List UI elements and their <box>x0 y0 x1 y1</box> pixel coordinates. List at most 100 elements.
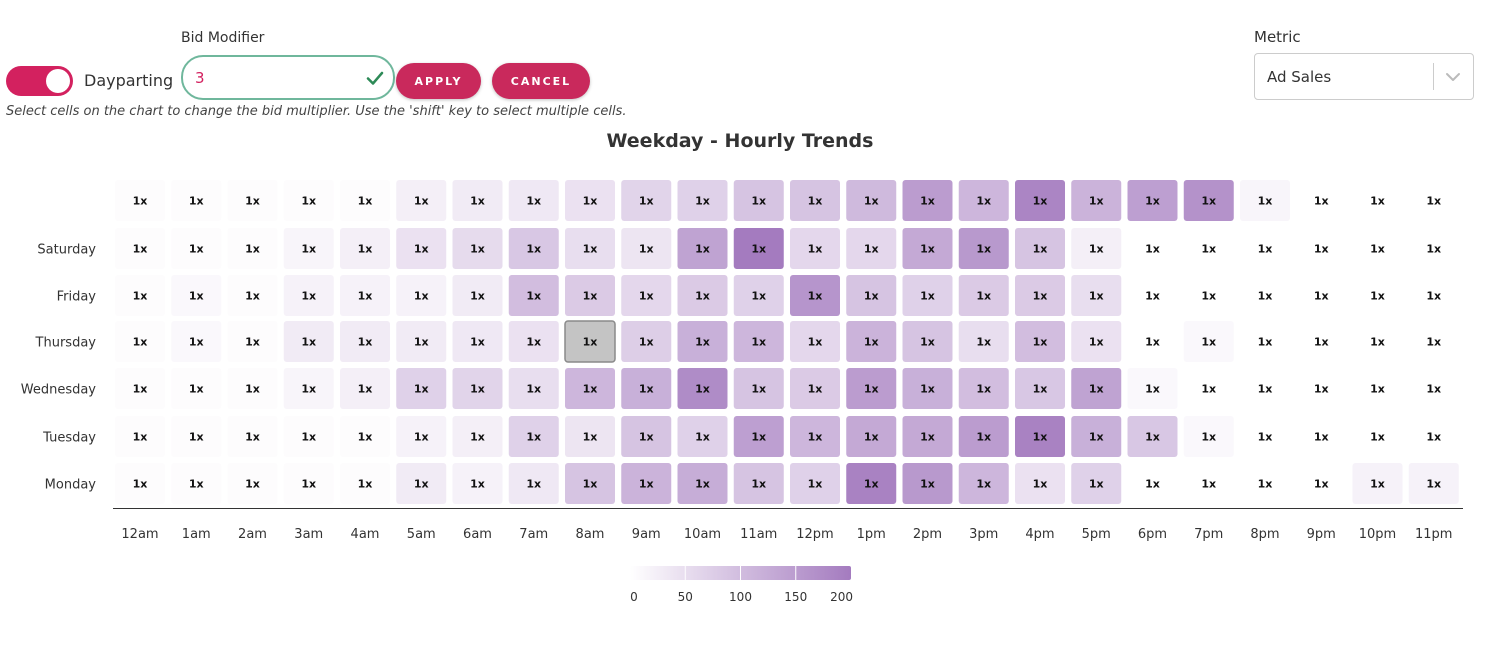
heatmap-cell[interactable] <box>508 228 559 269</box>
heatmap-cell[interactable] <box>1015 275 1065 316</box>
heatmap-cell[interactable] <box>452 321 503 362</box>
heatmap-cell[interactable] <box>1071 228 1122 269</box>
heatmap-cell[interactable] <box>846 321 897 362</box>
heatmap-cell[interactable] <box>227 275 278 316</box>
heatmap-cell[interactable] <box>508 463 559 504</box>
heatmap-cell[interactable] <box>790 228 840 269</box>
heatmap-cell[interactable] <box>790 463 840 504</box>
heatmap-cell[interactable] <box>1127 416 1178 457</box>
heatmap-cell[interactable] <box>1071 416 1122 457</box>
heatmap-cell[interactable] <box>396 228 447 269</box>
heatmap-cell[interactable] <box>340 368 390 409</box>
heatmap-cell[interactable] <box>1071 180 1122 221</box>
heatmap-cell[interactable] <box>902 321 953 362</box>
bid-modifier-field[interactable] <box>181 55 395 100</box>
heatmap-cell[interactable] <box>565 180 615 221</box>
heatmap-cell[interactable] <box>1127 275 1178 316</box>
heatmap-cell[interactable] <box>283 463 334 504</box>
heatmap-cell[interactable] <box>1071 368 1122 409</box>
heatmap-cell[interactable] <box>115 228 165 269</box>
heatmap-cell[interactable] <box>115 275 165 316</box>
heatmap-cell[interactable] <box>283 180 334 221</box>
heatmap-cell[interactable] <box>1408 321 1459 362</box>
heatmap-cell[interactable] <box>902 463 953 504</box>
heatmap-cell[interactable] <box>902 275 953 316</box>
heatmap-cell[interactable] <box>340 275 390 316</box>
heatmap-cell[interactable] <box>452 180 503 221</box>
heatmap-cell[interactable] <box>733 180 784 221</box>
heatmap-cell[interactable] <box>1240 368 1290 409</box>
heatmap-cell[interactable] <box>1408 180 1459 221</box>
heatmap-cell[interactable] <box>340 321 390 362</box>
heatmap-cell[interactable] <box>846 416 897 457</box>
heatmap-cell[interactable] <box>1183 275 1234 316</box>
heatmap-cell[interactable] <box>958 368 1009 409</box>
heatmap-cell[interactable] <box>227 463 278 504</box>
heatmap-cell[interactable] <box>340 416 390 457</box>
heatmap-cell[interactable] <box>902 180 953 221</box>
heatmap-cell[interactable] <box>565 416 615 457</box>
metric-select[interactable]: Ad Sales <box>1254 53 1474 100</box>
heatmap-cell[interactable] <box>452 463 503 504</box>
heatmap-cell[interactable] <box>396 368 447 409</box>
heatmap-cell[interactable] <box>1015 180 1065 221</box>
heatmap-cell[interactable] <box>621 416 672 457</box>
heatmap-cell[interactable] <box>1127 368 1178 409</box>
heatmap-cell[interactable] <box>621 275 672 316</box>
heatmap-cell[interactable] <box>677 368 728 409</box>
heatmap-cell[interactable] <box>1296 463 1347 504</box>
heatmap-cell[interactable] <box>227 321 278 362</box>
chevron-down-icon[interactable] <box>1444 68 1462 86</box>
heatmap-cell[interactable] <box>677 228 728 269</box>
heatmap-cell[interactable] <box>1127 180 1178 221</box>
heatmap-cell[interactable] <box>1296 275 1347 316</box>
heatmap-cell[interactable] <box>621 228 672 269</box>
heatmap-cell[interactable] <box>283 321 334 362</box>
heatmap-cell[interactable] <box>846 368 897 409</box>
heatmap-cell[interactable] <box>1071 463 1122 504</box>
heatmap-cell[interactable] <box>790 368 840 409</box>
heatmap-cell[interactable] <box>1183 321 1234 362</box>
heatmap-cell[interactable] <box>790 321 840 362</box>
heatmap-cell[interactable] <box>1015 228 1065 269</box>
heatmap-cell[interactable] <box>1408 463 1459 504</box>
heatmap-cell[interactable] <box>171 368 222 409</box>
heatmap-cell[interactable] <box>621 321 672 362</box>
heatmap-cell[interactable] <box>733 321 784 362</box>
heatmap-cell[interactable] <box>1240 321 1290 362</box>
heatmap-cell[interactable] <box>1183 463 1234 504</box>
heatmap-cell[interactable] <box>340 180 390 221</box>
heatmap-cell[interactable] <box>452 368 503 409</box>
heatmap-cell[interactable] <box>1015 321 1065 362</box>
heatmap-cell[interactable] <box>958 463 1009 504</box>
heatmap-cell[interactable] <box>1408 416 1459 457</box>
heatmap-cell[interactable] <box>565 275 615 316</box>
heatmap-cell[interactable] <box>452 228 503 269</box>
heatmap-cell[interactable] <box>846 275 897 316</box>
heatmap-cell[interactable] <box>340 228 390 269</box>
heatmap-cell[interactable] <box>790 180 840 221</box>
heatmap-cell[interactable] <box>396 180 447 221</box>
heatmap-cell[interactable] <box>508 321 559 362</box>
heatmap-cell[interactable] <box>958 416 1009 457</box>
heatmap-cell[interactable] <box>621 368 672 409</box>
heatmap-cell[interactable] <box>171 228 222 269</box>
heatmap-cell[interactable] <box>283 228 334 269</box>
heatmap-cell[interactable] <box>565 368 615 409</box>
heatmap-cell[interactable] <box>1071 275 1122 316</box>
heatmap-cell[interactable] <box>1296 180 1347 221</box>
bid-modifier-input[interactable] <box>195 67 365 89</box>
heatmap-cell[interactable] <box>452 275 503 316</box>
heatmap-cell[interactable] <box>1352 321 1403 362</box>
heatmap-cell[interactable] <box>115 321 165 362</box>
heatmap-cell[interactable] <box>1240 416 1290 457</box>
heatmap-cell[interactable] <box>733 463 784 504</box>
heatmap-cell[interactable] <box>396 463 447 504</box>
heatmap-cell[interactable] <box>1071 321 1122 362</box>
heatmap-cell[interactable] <box>1240 275 1290 316</box>
heatmap-cell[interactable] <box>115 180 165 221</box>
heatmap-cell[interactable] <box>396 275 447 316</box>
heatmap-cell[interactable] <box>565 463 615 504</box>
heatmap-cell[interactable] <box>902 416 953 457</box>
heatmap-cell[interactable] <box>1296 321 1347 362</box>
